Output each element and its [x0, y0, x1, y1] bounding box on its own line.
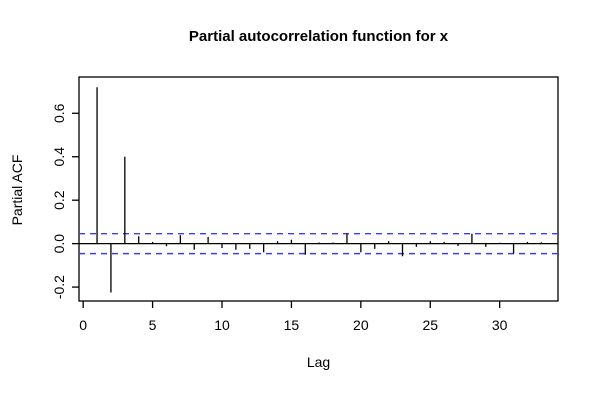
y-tick-label: -0.2 — [51, 275, 67, 299]
y-tick-label: 0.0 — [51, 234, 67, 254]
confidence-bands — [79, 232, 558, 255]
pacf-spikes — [96, 87, 542, 293]
y-tick-label: 0.6 — [51, 103, 67, 123]
x-axis-title: Lag — [306, 354, 331, 370]
y-tick-label: 0.4 — [51, 147, 67, 167]
x-tick-label: 5 — [149, 317, 157, 333]
plot-border — [78, 76, 559, 302]
x-tick-label: 0 — [79, 317, 87, 333]
x-tick-label: 25 — [422, 317, 438, 333]
y-axis: -0.2 0.0 0.2 0.4 0.6 — [51, 103, 79, 299]
x-tick-label: 10 — [214, 317, 230, 333]
x-axis: 0 5 10 15 20 25 30 — [79, 301, 508, 333]
chart-title: Partial autocorrelation function for x — [188, 28, 449, 45]
x-tick-label: 15 — [284, 317, 300, 333]
x-tick-label: 30 — [492, 317, 508, 333]
x-tick-label: 20 — [353, 317, 369, 333]
y-tick-label: 0.2 — [51, 190, 67, 210]
